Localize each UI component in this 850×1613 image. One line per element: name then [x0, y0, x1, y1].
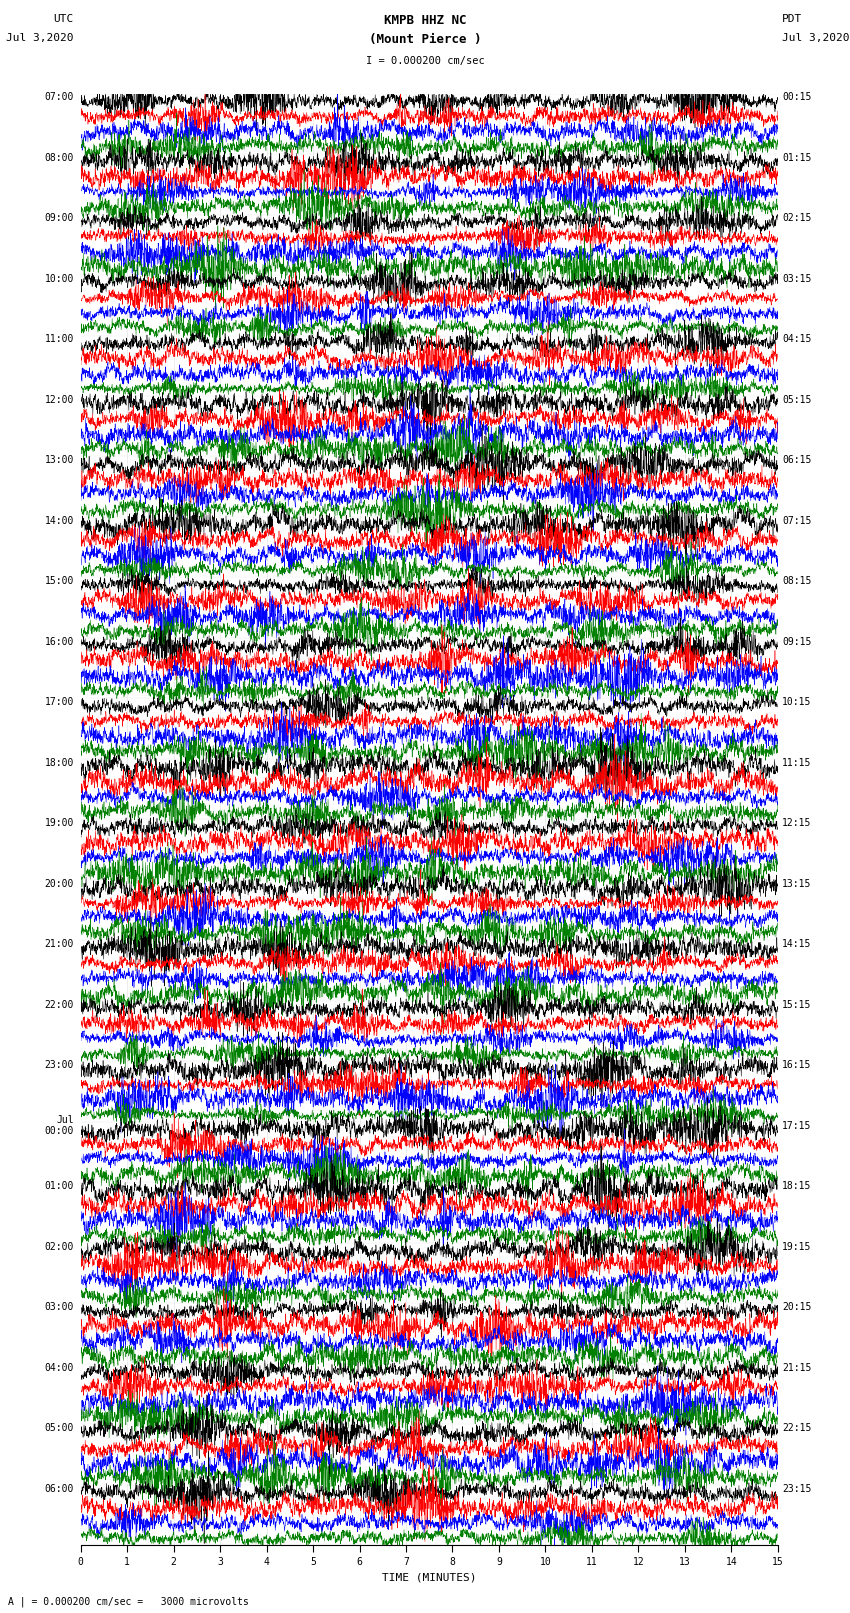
Text: 08:00: 08:00 [44, 153, 74, 163]
Text: 03:00: 03:00 [44, 1302, 74, 1311]
Text: 09:15: 09:15 [782, 637, 812, 647]
Text: 18:15: 18:15 [782, 1181, 812, 1190]
Text: Jul
00:00: Jul 00:00 [44, 1115, 74, 1137]
Text: 04:00: 04:00 [44, 1363, 74, 1373]
Text: 23:00: 23:00 [44, 1060, 74, 1069]
Text: 05:15: 05:15 [782, 395, 812, 405]
Text: 18:00: 18:00 [44, 758, 74, 768]
Text: 11:15: 11:15 [782, 758, 812, 768]
Text: 13:15: 13:15 [782, 879, 812, 889]
Text: 02:00: 02:00 [44, 1242, 74, 1252]
Text: 02:15: 02:15 [782, 213, 812, 223]
Text: 19:00: 19:00 [44, 818, 74, 827]
Text: 23:15: 23:15 [782, 1484, 812, 1494]
Text: 12:00: 12:00 [44, 395, 74, 405]
Text: 14:00: 14:00 [44, 516, 74, 526]
Text: 06:15: 06:15 [782, 455, 812, 465]
Text: 17:15: 17:15 [782, 1121, 812, 1131]
Text: KMPB HHZ NC: KMPB HHZ NC [383, 15, 467, 27]
Text: (Mount Pierce ): (Mount Pierce ) [369, 34, 481, 47]
X-axis label: TIME (MINUTES): TIME (MINUTES) [382, 1573, 477, 1582]
Text: 05:00: 05:00 [44, 1423, 74, 1432]
Text: UTC: UTC [54, 15, 74, 24]
Text: 15:15: 15:15 [782, 1000, 812, 1010]
Text: PDT: PDT [782, 15, 802, 24]
Text: 07:15: 07:15 [782, 516, 812, 526]
Text: 03:15: 03:15 [782, 274, 812, 284]
Text: 11:00: 11:00 [44, 334, 74, 344]
Text: 16:15: 16:15 [782, 1060, 812, 1069]
Text: 19:15: 19:15 [782, 1242, 812, 1252]
Text: 09:00: 09:00 [44, 213, 74, 223]
Text: 04:15: 04:15 [782, 334, 812, 344]
Text: 15:00: 15:00 [44, 576, 74, 586]
Text: 20:15: 20:15 [782, 1302, 812, 1311]
Text: Jul 3,2020: Jul 3,2020 [7, 34, 74, 44]
Text: 20:00: 20:00 [44, 879, 74, 889]
Text: 17:00: 17:00 [44, 697, 74, 706]
Text: 08:15: 08:15 [782, 576, 812, 586]
Text: 01:15: 01:15 [782, 153, 812, 163]
Text: 21:00: 21:00 [44, 939, 74, 948]
Text: 00:15: 00:15 [782, 92, 812, 102]
Text: 14:15: 14:15 [782, 939, 812, 948]
Text: A | = 0.000200 cm/sec =   3000 microvolts: A | = 0.000200 cm/sec = 3000 microvolts [8, 1595, 249, 1607]
Text: 22:00: 22:00 [44, 1000, 74, 1010]
Text: 10:15: 10:15 [782, 697, 812, 706]
Text: Jul 3,2020: Jul 3,2020 [782, 34, 849, 44]
Text: 12:15: 12:15 [782, 818, 812, 827]
Text: 07:00: 07:00 [44, 92, 74, 102]
Text: I = 0.000200 cm/sec: I = 0.000200 cm/sec [366, 56, 484, 66]
Text: 21:15: 21:15 [782, 1363, 812, 1373]
Text: 01:00: 01:00 [44, 1181, 74, 1190]
Text: 16:00: 16:00 [44, 637, 74, 647]
Text: 22:15: 22:15 [782, 1423, 812, 1432]
Text: 10:00: 10:00 [44, 274, 74, 284]
Text: 06:00: 06:00 [44, 1484, 74, 1494]
Text: 13:00: 13:00 [44, 455, 74, 465]
